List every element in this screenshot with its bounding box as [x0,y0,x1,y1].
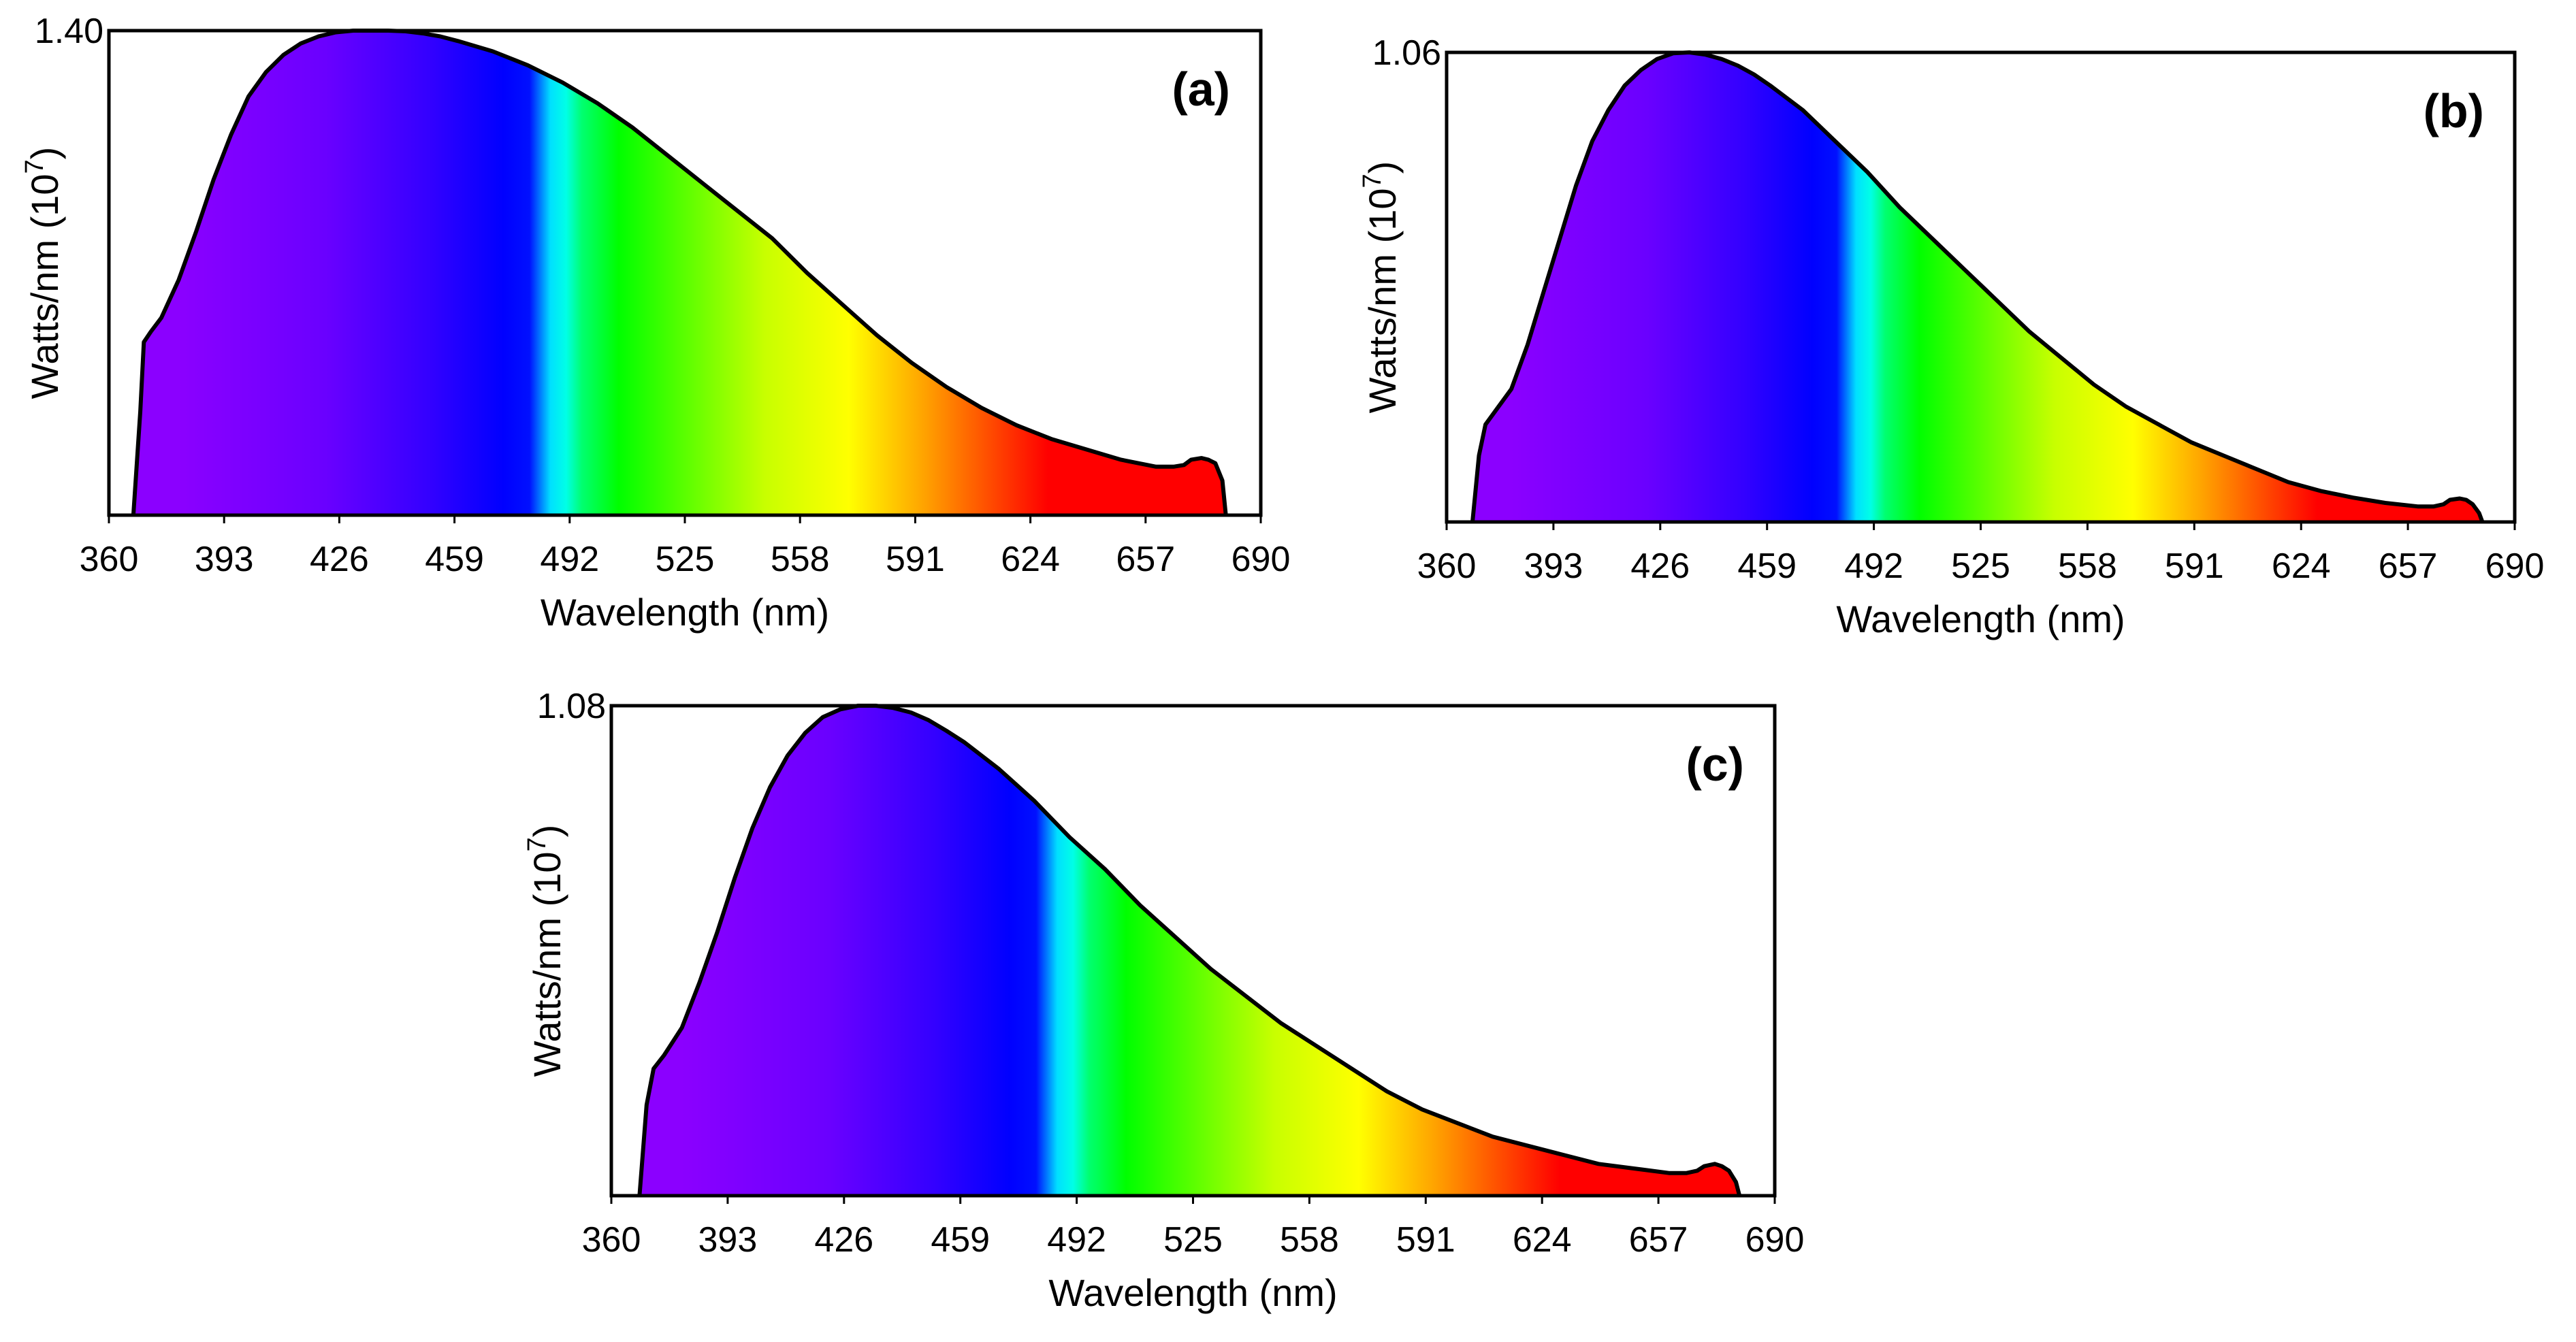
y-tick-label: 1.06 [1372,33,1441,73]
x-tick-label: 492 [1844,546,1903,586]
x-tick-label: 624 [2272,546,2331,586]
chart-panel-1: 360 393 426 459 492 525 558 591 624 657 690 1.40 Wav… [20,12,1290,634]
x-axis-label: Wavelength (nm) [1836,598,2125,640]
x-tick-label: 525 [1951,546,2010,586]
x-tick-label: 690 [2485,546,2545,586]
chart-panel-2: 360 393 426 459 492 525 558 591 624 657 690 1.06 Wav… [1358,33,2544,640]
x-tick-label: 525 [656,540,715,579]
panel-label: (a) [1172,63,1230,116]
panel-label: (c) [1686,738,1744,791]
x-tick-label: 558 [1280,1220,1339,1260]
x-axis-label: Wavelength (nm) [1048,1271,1337,1314]
x-tick-label: 690 [1231,540,1291,579]
x-tick-label: 624 [1001,540,1060,579]
spectrum-curve [1470,50,2485,523]
x-tick-label: 657 [1629,1220,1688,1260]
x-tick-label: 426 [1630,546,1690,586]
x-tick-label: 393 [698,1220,758,1260]
x-tick-label: 657 [1116,540,1175,579]
y-axis-label: Watts/nm (107) [1358,161,1404,414]
y-axis-label: Watts/nm (107) [523,825,568,1077]
y-axis-label: Watts/nm (107) [20,147,66,399]
x-tick-label: 591 [2165,546,2224,586]
x-tick-label: 459 [1737,546,1797,586]
spectrum-curve [637,704,1742,1196]
x-tick-label: 426 [310,540,369,579]
x-tick-label: 591 [1396,1220,1455,1260]
chart-panel-3: 360 393 426 459 492 525 558 591 624 657 690 1.08 Wav… [523,687,1804,1314]
x-tick-label: 360 [1417,546,1477,586]
spectrum-area [133,31,1226,515]
x-tick-label: 459 [931,1220,990,1260]
x-tick-label: 426 [814,1220,873,1260]
panel-label: (b) [2424,84,2484,137]
y-tick-label: 1.40 [35,12,103,51]
x-tick-label: 393 [195,540,254,579]
x-tick-label: 624 [1513,1220,1572,1260]
x-tick-label: 525 [1163,1220,1223,1260]
x-tick-label: 558 [2058,546,2117,586]
spectrum-area [1472,52,2483,522]
x-tick-label: 558 [771,540,830,579]
spectrum-curve [131,29,1228,516]
y-tick-label: 1.08 [537,687,606,726]
x-axis-label: Wavelength (nm) [541,591,829,634]
x-tick-label: 492 [1047,1220,1106,1260]
x-tick-label: 459 [425,540,484,579]
x-tick-label: 393 [1524,546,1583,586]
x-tick-label: 360 [582,1220,641,1260]
x-tick-label: 492 [540,540,599,579]
x-tick-label: 591 [886,540,945,579]
x-tick-label: 690 [1745,1220,1805,1260]
x-tick-label: 657 [2379,546,2438,586]
x-tick-label: 360 [80,540,139,579]
